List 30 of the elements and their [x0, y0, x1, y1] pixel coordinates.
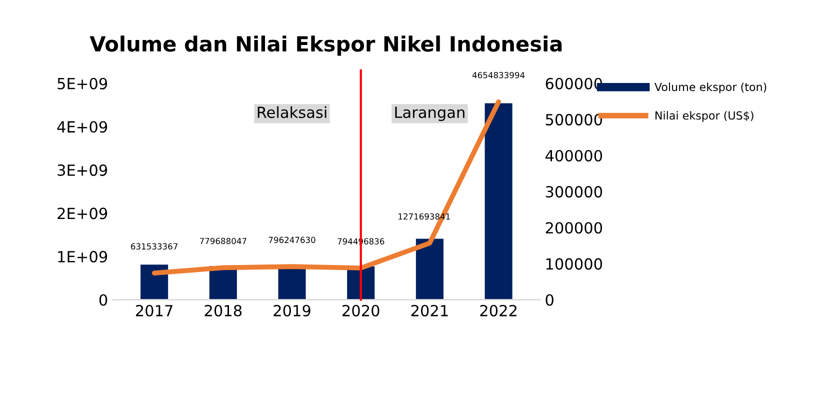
bar	[416, 238, 444, 300]
y2-tick-label: 200000	[546, 222, 602, 234]
y2-tick-label: 300000	[546, 186, 602, 198]
bar	[484, 103, 512, 300]
y-tick-label: 5E+09	[58, 78, 108, 90]
chart-title: Volume dan Nilai Ekspor Nikel Indonesia	[90, 36, 562, 56]
x-tick-label: 2019	[274, 304, 310, 316]
annotation: 631533367	[131, 243, 178, 250]
y-tick-label: 0	[99, 294, 108, 306]
x-tick-label: 2022	[480, 304, 516, 316]
x-tick-label: 2020	[342, 304, 380, 316]
x-tick-label: 2021	[411, 304, 448, 316]
y-tick-label: 4E+09	[57, 121, 108, 133]
annotation: 796247630	[268, 236, 316, 244]
y-tick-label: 1E+09	[58, 250, 108, 262]
y2-tick-label: 500000	[546, 114, 602, 126]
legend-label: Nilai ekspor (US$)	[656, 111, 754, 122]
legend-label: Volume ekspor (ton)	[654, 82, 766, 94]
annotation: Larangan	[395, 106, 464, 122]
y2-tick-label: 400000	[545, 150, 602, 162]
y2-tick-label: 0	[546, 294, 554, 306]
y-tick-label: 2E+09	[58, 208, 108, 220]
annotation: 779688047	[200, 238, 246, 244]
text: 4654833994	[472, 72, 525, 78]
annotation: Relaksasi	[258, 106, 326, 118]
x-tick-label: 2017	[136, 304, 172, 316]
x-tick-label: 2018	[204, 304, 242, 316]
y2-tick-label: 100000	[546, 258, 602, 270]
y-tick-label: 3E+09	[58, 164, 108, 176]
bar	[140, 264, 168, 300]
